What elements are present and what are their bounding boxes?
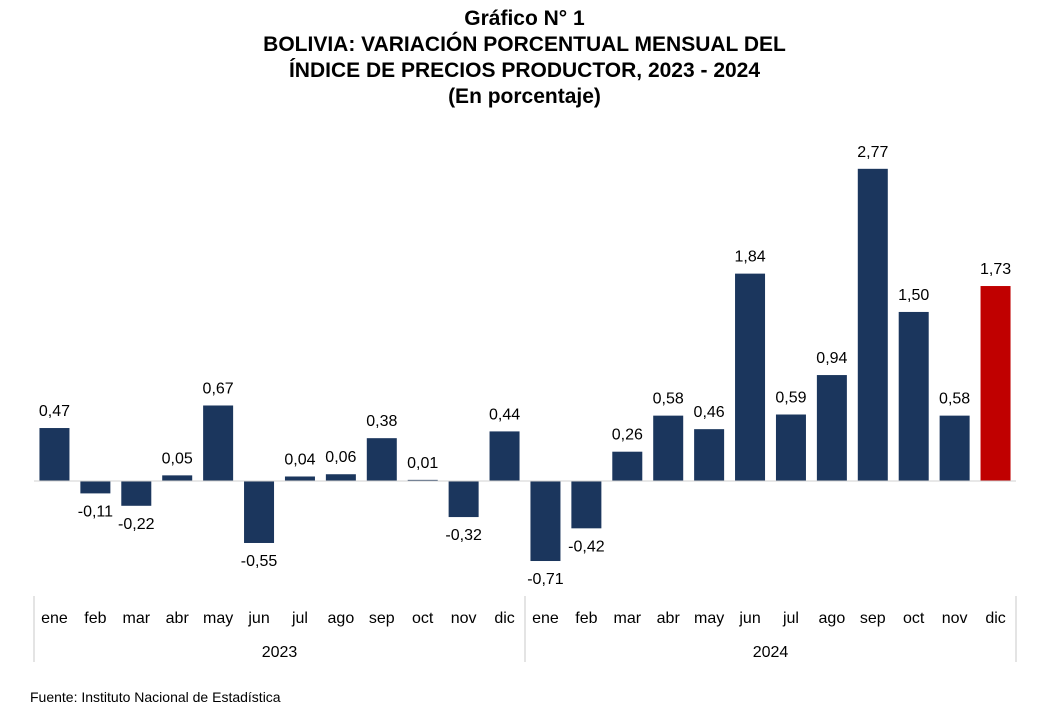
bar <box>530 481 561 562</box>
data-label: 0,44 <box>489 406 520 423</box>
chart-subtitle: (En porcentaje) <box>448 85 601 108</box>
data-label: 0,26 <box>612 427 643 444</box>
x-tick-label: jun <box>247 610 269 627</box>
bar <box>284 476 315 481</box>
year-group-label: 2024 <box>753 644 789 661</box>
bar <box>898 311 929 481</box>
x-tick-label: dic <box>985 610 1005 627</box>
x-tick-label: may <box>203 610 233 627</box>
data-label: 0,01 <box>407 455 438 472</box>
bar <box>857 168 888 482</box>
chart-title-line-1: BOLIVIA: VARIACIÓN PORCENTUAL MENSUAL DE… <box>263 33 786 56</box>
data-label: 0,67 <box>203 380 234 397</box>
data-label: 0,58 <box>653 391 684 408</box>
data-label: 0,46 <box>694 404 725 421</box>
x-tick-label: ene <box>41 610 68 627</box>
x-tick-label: jul <box>291 610 308 627</box>
x-tick-label: feb <box>575 610 597 627</box>
x-tick-label: sep <box>860 610 886 627</box>
data-label: 0,58 <box>939 391 970 408</box>
x-tick-label: ene <box>532 610 559 627</box>
bar <box>980 286 1011 481</box>
data-label: 1,84 <box>734 249 765 266</box>
bar <box>653 415 684 481</box>
bar <box>366 438 397 481</box>
data-label: 2,77 <box>857 144 888 161</box>
data-label: 1,50 <box>898 287 929 304</box>
x-tick-label: ago <box>328 610 355 627</box>
chart-title-line-2: ÍNDICE DE PRECIOS PRODUCTOR, 2023 - 2024 <box>288 59 761 82</box>
x-tick-label: nov <box>942 610 968 627</box>
x-tick-label: dic <box>494 610 514 627</box>
x-tick-label: abr <box>166 610 190 627</box>
data-label: -0,11 <box>78 503 113 520</box>
bar <box>203 405 234 481</box>
x-tick-label: jul <box>782 610 799 627</box>
bar <box>121 481 152 506</box>
x-tick-label: nov <box>451 610 477 627</box>
data-label: -0,71 <box>527 571 564 588</box>
data-label: -0,32 <box>445 527 482 544</box>
data-label: 0,47 <box>39 403 70 420</box>
bar <box>571 481 602 529</box>
bar <box>80 481 111 494</box>
bar <box>612 451 643 481</box>
chart-number: Gráfico N° 1 <box>464 7 585 30</box>
chart-title-block: Gráfico N° 1 BOLIVIA: VARIACIÓN PORCENTU… <box>0 6 1049 110</box>
data-label: 0,38 <box>366 413 397 430</box>
data-label: 0,05 <box>162 450 193 467</box>
bar <box>162 475 193 481</box>
bar <box>735 273 766 481</box>
x-tick-label: abr <box>657 610 681 627</box>
x-tick-label: sep <box>369 610 395 627</box>
year-group-label: 2023 <box>262 644 298 661</box>
bar <box>448 481 479 518</box>
bar <box>244 481 275 543</box>
data-label: -0,55 <box>241 553 278 570</box>
data-label: 0,59 <box>775 390 806 407</box>
data-label: 0,94 <box>816 350 847 367</box>
bar <box>939 415 970 481</box>
x-tick-label: jun <box>738 610 760 627</box>
data-label: 0,04 <box>284 451 315 468</box>
x-tick-label: oct <box>903 610 925 627</box>
bar <box>39 428 70 481</box>
bar <box>816 375 847 481</box>
bar <box>694 429 725 481</box>
data-label: -0,22 <box>118 516 155 533</box>
data-label: 1,73 <box>980 261 1011 278</box>
bar <box>489 431 520 481</box>
x-tick-label: ago <box>819 610 846 627</box>
bar <box>325 474 356 481</box>
bar <box>407 479 438 481</box>
x-tick-label: mar <box>614 610 642 627</box>
data-label: 0,06 <box>325 449 356 466</box>
x-tick-label: oct <box>412 610 434 627</box>
x-tick-label: feb <box>84 610 106 627</box>
source-note: Fuente: Instituto Nacional de Estadístic… <box>30 689 281 705</box>
bar <box>775 414 806 481</box>
data-label: -0,42 <box>568 538 605 555</box>
x-tick-label: may <box>694 610 724 627</box>
x-tick-label: mar <box>123 610 151 627</box>
